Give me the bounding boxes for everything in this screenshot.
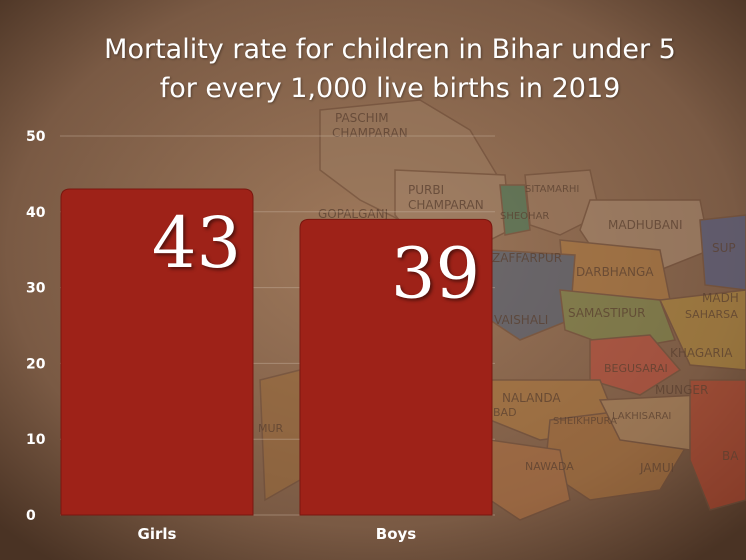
map-label: JAMUI xyxy=(639,461,674,475)
map-label: PASCHIM xyxy=(335,111,389,125)
y-tick-label: 30 xyxy=(26,281,46,297)
bar-boys xyxy=(299,218,493,516)
map-label: MUR xyxy=(258,422,284,435)
data-label: 39 xyxy=(391,232,480,314)
map-label: ZAFFARPUR xyxy=(492,251,562,265)
y-tick-label: 0 xyxy=(26,508,36,524)
map-label: CHAMPARAN xyxy=(332,126,408,140)
chart-title-line-1: Mortality rate for children in Bihar und… xyxy=(104,34,676,65)
x-axis: Girls Boys xyxy=(138,525,417,543)
map-label: SAHARSA xyxy=(685,308,738,321)
y-tick-label: 10 xyxy=(26,432,46,448)
map-label: MADHUBANI xyxy=(608,218,683,232)
map-label: GOPALGANJ xyxy=(318,207,388,221)
map-label: NALANDA xyxy=(502,391,561,405)
map-label: PURBI xyxy=(408,183,444,197)
map-label: NAWADA xyxy=(525,460,574,473)
map-label: KHAGARIA xyxy=(670,346,733,360)
map-label: MADH xyxy=(702,291,739,305)
y-tick-label: 40 xyxy=(26,205,46,221)
data-label: 43 xyxy=(152,202,241,284)
x-tick-label: Boys xyxy=(376,525,417,543)
y-axis: 0 10 20 30 40 50 xyxy=(26,129,46,524)
x-tick-label: Girls xyxy=(138,525,177,543)
bar-girls xyxy=(60,188,254,516)
map-label: BAD xyxy=(493,406,517,419)
map-label: CHAMPARAN xyxy=(408,198,484,212)
map-label: SHEIKHPURA xyxy=(553,416,617,427)
map-label: BEGUSARAI xyxy=(604,362,668,375)
map-label: SAMASTIPUR xyxy=(568,306,645,320)
map-label: SHEOHAR xyxy=(500,211,549,222)
y-tick-label: 50 xyxy=(26,129,46,145)
data-labels: 43 39 xyxy=(152,202,480,314)
map-label: SUP xyxy=(712,241,736,255)
map-label: DARBHANGA xyxy=(576,265,654,279)
map-label: LAKHISARAI xyxy=(612,411,671,422)
map-label: SITAMARHI xyxy=(525,184,579,195)
map-label: BA xyxy=(722,449,739,463)
map-label: VAISHALI xyxy=(494,313,548,327)
chart-title-line-2: for every 1,000 live births in 2019 xyxy=(159,73,621,104)
map-label: MUNGER xyxy=(655,383,708,397)
y-tick-label: 20 xyxy=(26,356,46,372)
bars xyxy=(60,188,493,516)
